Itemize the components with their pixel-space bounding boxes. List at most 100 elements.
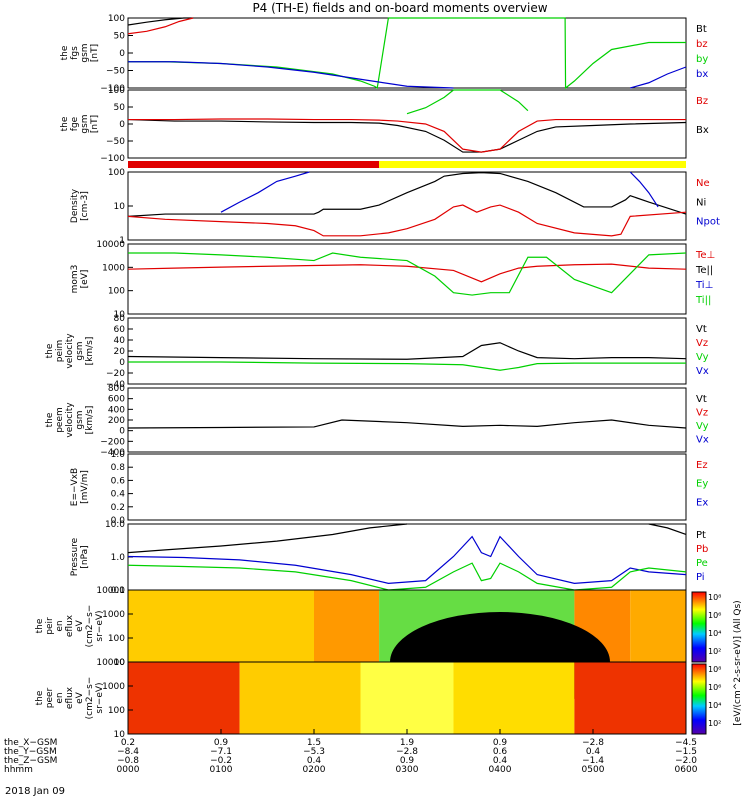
y-tick-label: −50 — [106, 67, 125, 77]
legend-entry: Npot — [696, 217, 720, 228]
legend-entry: Vy — [696, 421, 709, 432]
x-tick-label: −8.4 — [117, 747, 139, 757]
x-tick-label: −0.8 — [117, 756, 139, 766]
series-line-Vt — [127, 342, 687, 360]
legend-entry: Pi — [696, 572, 705, 583]
y-tick-label: 20 — [114, 347, 126, 357]
x-axis-row-label: the_X−GSM — [4, 738, 57, 748]
y-tick-label: −50 — [106, 137, 125, 147]
legend-entry: by — [696, 54, 708, 65]
y-tick-label: 400 — [108, 405, 125, 415]
series-line-Pi — [127, 535, 687, 584]
y-tick-label: 1.0 — [111, 553, 126, 563]
y-tick-label: 0.0 — [111, 516, 126, 526]
figure-title: P4 (TH-E) fields and on-board moments ov… — [252, 1, 548, 15]
legend-entry: Pe — [696, 558, 708, 569]
y-tick-label: 1 — [119, 236, 125, 246]
spectrogram-band — [360, 662, 454, 734]
y-tick-label: 0 — [119, 358, 125, 368]
y-axis-label: [nPa] — [80, 545, 90, 568]
x-tick-label: 0300 — [396, 765, 419, 775]
y-tick-label: 10 — [114, 310, 126, 320]
y-axis-label: [mV/m] — [80, 470, 90, 504]
series-line-Ne — [127, 204, 687, 237]
y-axis-label: eflux — [65, 686, 75, 709]
legend-entry: Vt — [696, 394, 707, 405]
y-axis-label: E=−VxB — [70, 468, 80, 506]
y-tick-label: 1.0 — [111, 450, 126, 460]
y-axis-label: peim — [55, 340, 65, 363]
panel-frame-0 — [127, 17, 687, 89]
legend-entry: Vx — [696, 366, 709, 377]
legend-entry: Ni — [696, 197, 706, 208]
y-axis-label: velocity — [65, 402, 75, 438]
series-line-Pe — [127, 562, 687, 591]
y-axis-label: eV — [75, 619, 85, 632]
x-tick-label: 0000 — [117, 765, 140, 775]
y-tick-label: 100 — [108, 168, 125, 178]
panel-frame-3 — [127, 243, 687, 315]
colorbar-tick-label: 10⁶ — [708, 683, 721, 692]
y-tick-label: 50 — [114, 103, 126, 113]
y-tick-label: 1000 — [102, 610, 125, 620]
y-axis-label: [km/s] — [85, 337, 95, 366]
y-axis-label: the — [45, 343, 55, 358]
series-line-Npot — [220, 171, 310, 213]
y-axis-label: Pressure — [70, 537, 80, 576]
y-axis-label: sr−eV) — [95, 682, 105, 713]
panel-frame-1 — [127, 89, 687, 159]
x-tick-label: 0200 — [303, 765, 326, 775]
legend-entry: Bt — [696, 24, 707, 35]
colorbar-tick-label: 10⁴ — [708, 701, 721, 710]
y-tick-label: 0 — [119, 49, 125, 59]
x-tick-label: 0100 — [210, 765, 233, 775]
colorbar-tick-label: 10⁶ — [708, 611, 721, 620]
x-tick-label: 0.4 — [586, 747, 601, 757]
legend-entry: Te⊥ — [695, 250, 715, 261]
spectrogram-9 — [128, 662, 686, 734]
spectrogram-band — [239, 662, 361, 734]
colorbar-upper — [691, 591, 707, 663]
colorbar-lower — [691, 663, 707, 735]
y-tick-label: 60 — [114, 325, 126, 335]
y-tick-label: 600 — [108, 395, 125, 405]
y-tick-label: 80 — [114, 314, 126, 324]
series-line-Vy — [128, 361, 686, 371]
legend-entry: Pb — [696, 544, 708, 555]
series-line-bz — [127, 17, 194, 35]
x-tick-label: 0.2 — [121, 738, 135, 748]
y-axis-label: velocity — [65, 333, 75, 369]
y-tick-label: 0.6 — [111, 476, 126, 486]
y-axis-label: en — [55, 620, 65, 631]
series-line-Te — [127, 263, 687, 283]
x-tick-label: 0.4 — [493, 756, 508, 766]
y-tick-label: 10000 — [96, 240, 125, 250]
colorbar-label: [eV/(cm^2-s-sr-eV)] (All Qs) — [733, 600, 743, 725]
y-axis-label: eflux — [65, 614, 75, 637]
spectrogram-8 — [128, 590, 686, 712]
series-line-by — [128, 17, 686, 90]
y-tick-label: −100 — [100, 84, 125, 94]
y-axis-label: Density — [70, 188, 80, 223]
y-tick-label: 100 — [108, 14, 125, 24]
y-axis-label: (cm2−s− — [85, 605, 95, 648]
x-tick-label: 0500 — [582, 765, 605, 775]
y-tick-label: 100 — [108, 287, 125, 297]
x-tick-label: 0.9 — [400, 756, 415, 766]
series-line-bx-b — [630, 66, 687, 89]
x-tick-label: 0600 — [675, 765, 698, 775]
x-tick-label: 1.5 — [307, 738, 321, 748]
y-axis-label: peem — [55, 407, 65, 433]
legend-entry: Vy — [696, 352, 709, 363]
series-line-bx — [128, 61, 454, 89]
colorbar-tick-label: 10² — [708, 647, 721, 656]
y-tick-label: 0.4 — [111, 490, 126, 500]
x-tick-label: 0.4 — [307, 756, 322, 766]
x-tick-label: 0.6 — [493, 747, 508, 757]
y-axis-label: gsm — [80, 114, 90, 133]
series-line-Ti — [128, 252, 687, 296]
x-tick-label: −1.4 — [582, 756, 604, 766]
legend-entry: Ne — [696, 178, 710, 189]
y-axis-label: peir — [45, 617, 55, 635]
series-line-Bx — [127, 118, 687, 153]
